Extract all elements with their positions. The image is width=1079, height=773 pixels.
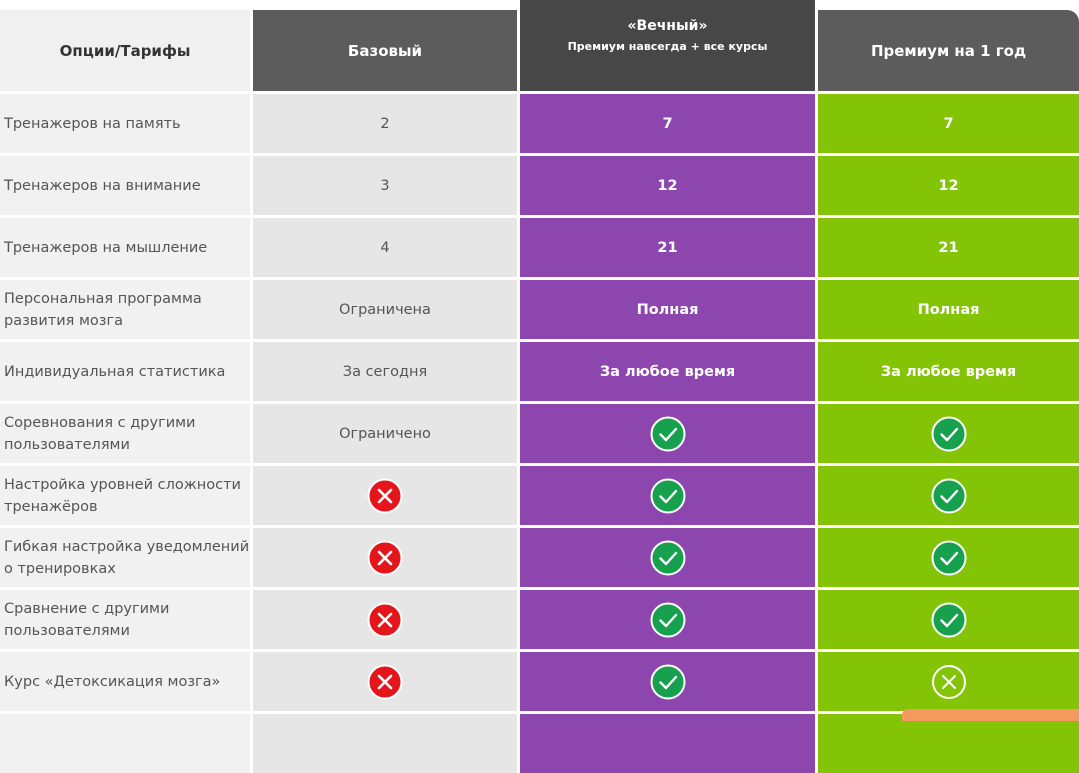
cell <box>253 590 517 649</box>
cell: 3 <box>253 156 517 215</box>
row-label: Гибкая настройка уведомлений о тренировк… <box>0 528 250 587</box>
cross-outline-icon <box>931 664 967 700</box>
row-label: Тренажеров на память <box>0 94 250 153</box>
cell: 21 <box>520 218 815 277</box>
cell: 2 <box>253 94 517 153</box>
cell: 4 <box>253 218 517 277</box>
cross-icon <box>367 478 403 514</box>
row-label: Сравнение с другими пользователями <box>0 590 250 649</box>
row-label: Настройка уровней сложности тренажёров <box>0 466 250 525</box>
cell <box>818 404 1079 463</box>
cell: 7 <box>520 94 815 153</box>
cell <box>520 590 815 649</box>
cell <box>818 528 1079 587</box>
cross-icon <box>367 664 403 700</box>
row-label: Соревнования с другими пользователями <box>0 404 250 463</box>
cell: Ограничена <box>253 280 517 339</box>
cell <box>520 652 815 711</box>
cell: 7 <box>818 94 1079 153</box>
cell: 12 <box>520 156 815 215</box>
header-cell: Базовый <box>253 10 517 91</box>
cell: 12 <box>818 156 1079 215</box>
cell <box>818 590 1079 649</box>
cell <box>520 714 815 773</box>
cell <box>818 652 1079 711</box>
cell <box>253 528 517 587</box>
check-icon <box>931 540 967 576</box>
check-icon <box>650 664 686 700</box>
cell <box>818 466 1079 525</box>
cell <box>818 714 1079 773</box>
check-icon <box>650 602 686 638</box>
cell: За любое время <box>520 342 815 401</box>
row-label: Тренажеров на мышление <box>0 218 250 277</box>
check-icon <box>650 540 686 576</box>
cell <box>520 404 815 463</box>
check-icon <box>931 602 967 638</box>
check-icon <box>650 416 686 452</box>
cell: Полная <box>520 280 815 339</box>
row-label: Тренажеров на внимание <box>0 156 250 215</box>
cell <box>253 652 517 711</box>
cross-icon <box>367 602 403 638</box>
cell: 21 <box>818 218 1079 277</box>
button[interactable] <box>902 709 1079 721</box>
row-label: Индивидуальная статистика <box>0 342 250 401</box>
cell <box>0 714 250 773</box>
cell: Ограничено <box>253 404 517 463</box>
cell <box>253 714 517 773</box>
cell: За любое время <box>818 342 1079 401</box>
cell: За сегодня <box>253 342 517 401</box>
row-label: Курс «Детоксикация мозга» <box>0 652 250 711</box>
cell <box>520 528 815 587</box>
check-icon <box>931 416 967 452</box>
cell: Полная <box>818 280 1079 339</box>
header-subtitle: Премиум навсегда + все курсы <box>567 40 768 53</box>
cross-icon <box>367 540 403 576</box>
check-icon <box>931 478 967 514</box>
row-label: Персональная программа развития мозга <box>0 280 250 339</box>
check-icon <box>650 478 686 514</box>
cell <box>253 466 517 525</box>
header-cell: Премиум на 1 год <box>818 10 1079 91</box>
cell <box>520 466 815 525</box>
header-cell: Опции/Тарифы <box>0 10 250 91</box>
header-title: «Вечный» <box>627 18 708 34</box>
header-cell: «Вечный» Премиум навсегда + все курсы <box>520 0 815 91</box>
